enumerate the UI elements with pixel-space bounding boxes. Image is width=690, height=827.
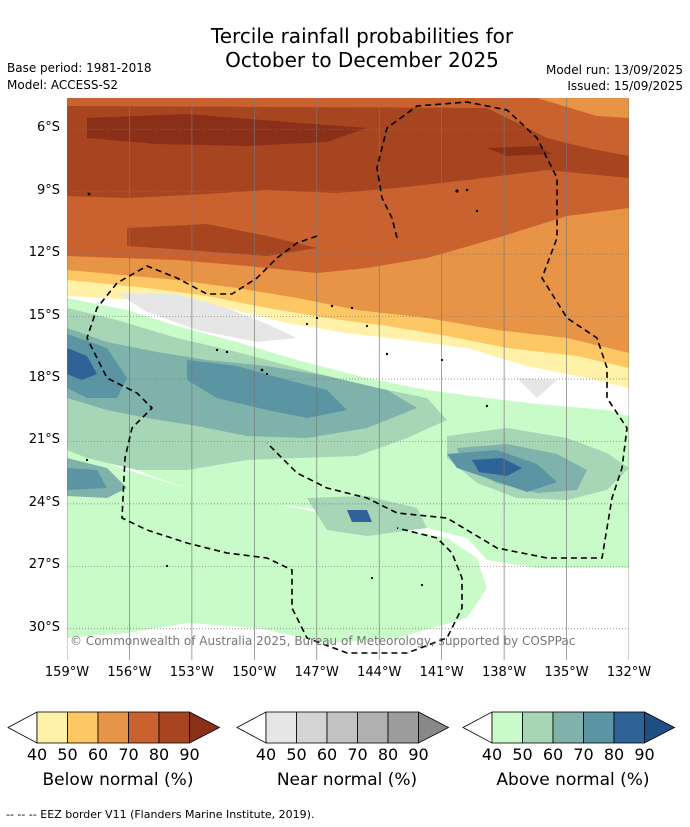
colorbar-swatch: [387, 711, 419, 744]
colorbar-tick-label: 60: [316, 745, 338, 764]
colorbar-swatch: [296, 711, 328, 744]
near-40-patch-4: [517, 378, 557, 398]
colorbar-max-arrow: [189, 711, 221, 744]
lat-tick-label: 21°S: [28, 432, 60, 448]
issued-date: Issued: 15/09/2025: [567, 79, 683, 93]
colorbar-swatch: [491, 711, 523, 744]
colorbar-swatch: [522, 711, 554, 744]
lat-tick-label: 15°S: [28, 307, 60, 323]
lon-tick-label: 150°W: [232, 665, 277, 680]
colorbar-max-arrow: [644, 711, 676, 744]
lon-tick-label: 138°W: [482, 665, 527, 680]
lon-tick-label: 141°W: [419, 665, 464, 680]
colorbar-tick-label: 40: [255, 745, 277, 764]
below-90-region: [87, 114, 367, 146]
colorbar-swatch: [613, 711, 645, 744]
title-line-2: October to December 2025: [225, 48, 499, 72]
above-70-region-4: [67, 468, 107, 490]
copyright-credit: © Commonwealth of Australia 2025, Bureau…: [70, 634, 576, 648]
colorbar-min-arrow: [462, 711, 493, 744]
lon-tick-label: 153°W: [169, 665, 214, 680]
model-name: Model: ACCESS-S2: [7, 78, 119, 92]
colorbar-swatch: [36, 711, 68, 744]
colorbar-swatch: [552, 711, 584, 744]
colorbar-tick-label: 50: [286, 745, 307, 764]
colorbar-swatch: [158, 711, 190, 744]
lon-tick-label: 147°W: [294, 665, 339, 680]
colorbar-1: [7, 711, 221, 744]
colorbar-tick-label: 90: [634, 745, 655, 764]
above-80-region: [67, 348, 97, 380]
above-70-region: [67, 334, 127, 398]
colorbar-tick-label: 80: [148, 745, 170, 764]
colorbar-tick-label: 70: [573, 745, 594, 764]
colorbar-3: [462, 711, 676, 744]
lon-tick-label: 135°W: [544, 665, 589, 680]
colorbar-title: Below normal (%): [42, 770, 194, 790]
eez-legend-note: -- -- -- EEZ border V11 (Flanders Marine…: [6, 808, 315, 821]
colorbar-swatch: [97, 711, 129, 744]
colorbar-tick-label: 40: [481, 745, 503, 764]
lon-tick-label: 159°W: [44, 665, 90, 680]
island-markers: [85, 188, 489, 587]
colorbar-swatch: [67, 711, 99, 744]
lat-tick-label: 30°S: [28, 619, 60, 635]
near-40-patch-1: [117, 293, 297, 342]
colorbar-tick-label: 70: [347, 745, 368, 764]
lon-tick-label: 132°W: [606, 665, 652, 680]
colorbar-swatch: [326, 711, 358, 744]
colorbar-tick-label: 50: [512, 745, 533, 764]
colorbar-max-arrow: [418, 711, 450, 744]
eez-border-west: [86, 235, 463, 654]
colorbar-swatch: [357, 711, 389, 744]
lat-tick-label: 9°S: [36, 182, 60, 198]
title-line-1: Tercile rainfall probabilities for: [210, 24, 514, 48]
colorbar-tick-label: 80: [377, 745, 399, 764]
colorbar-tick-label: 80: [603, 745, 625, 764]
chart-title: Tercile rainfall probabilities for Octob…: [0, 24, 690, 72]
colorbar-tick-label: 70: [118, 745, 139, 764]
colorbar-swatch: [583, 711, 615, 744]
lat-tick-label: 27°S: [28, 557, 60, 573]
above-40-region-south: [67, 448, 487, 643]
colorbar-2: [236, 711, 450, 744]
gridlines: [67, 98, 629, 660]
lon-tick-label: 144°W: [357, 665, 402, 680]
colorbar-tick-label: 60: [542, 745, 564, 764]
colorbar-tick-label: 90: [408, 745, 429, 764]
lat-tick-label: 18°S: [28, 370, 60, 385]
model-run: Model run: 13/09/2025: [545, 63, 683, 77]
lat-tick-label: 24°S: [28, 494, 60, 510]
colorbar-title: Near normal (%): [276, 770, 418, 790]
lat-tick-label: 12°S: [28, 245, 60, 261]
colorbar-tick-label: 50: [57, 745, 78, 764]
above-80-region-3: [347, 510, 372, 522]
base-period: Base period: 1981-2018: [7, 61, 152, 75]
lon-tick-label: 156°W: [107, 665, 152, 680]
map-svg: [67, 98, 629, 660]
above-80-region-2: [472, 458, 522, 476]
below-80-region-2: [127, 224, 317, 256]
probability-map: [67, 98, 629, 660]
colorbar-tick-label: 60: [87, 745, 109, 764]
colorbar-min-arrow: [236, 711, 267, 744]
eez-border-north: [266, 101, 628, 559]
colorbar-swatch: [265, 711, 297, 744]
colorbar-min-arrow: [7, 711, 38, 744]
below-90-region-2: [487, 146, 552, 156]
colorbar-tick-label: 40: [26, 745, 48, 764]
lat-tick-label: 6°S: [36, 120, 60, 136]
colorbar-tick-label: 90: [179, 745, 200, 764]
above-70-region-2: [187, 360, 347, 418]
colorbar-title: Above normal (%): [496, 770, 650, 790]
colorbar-swatch: [128, 711, 160, 744]
